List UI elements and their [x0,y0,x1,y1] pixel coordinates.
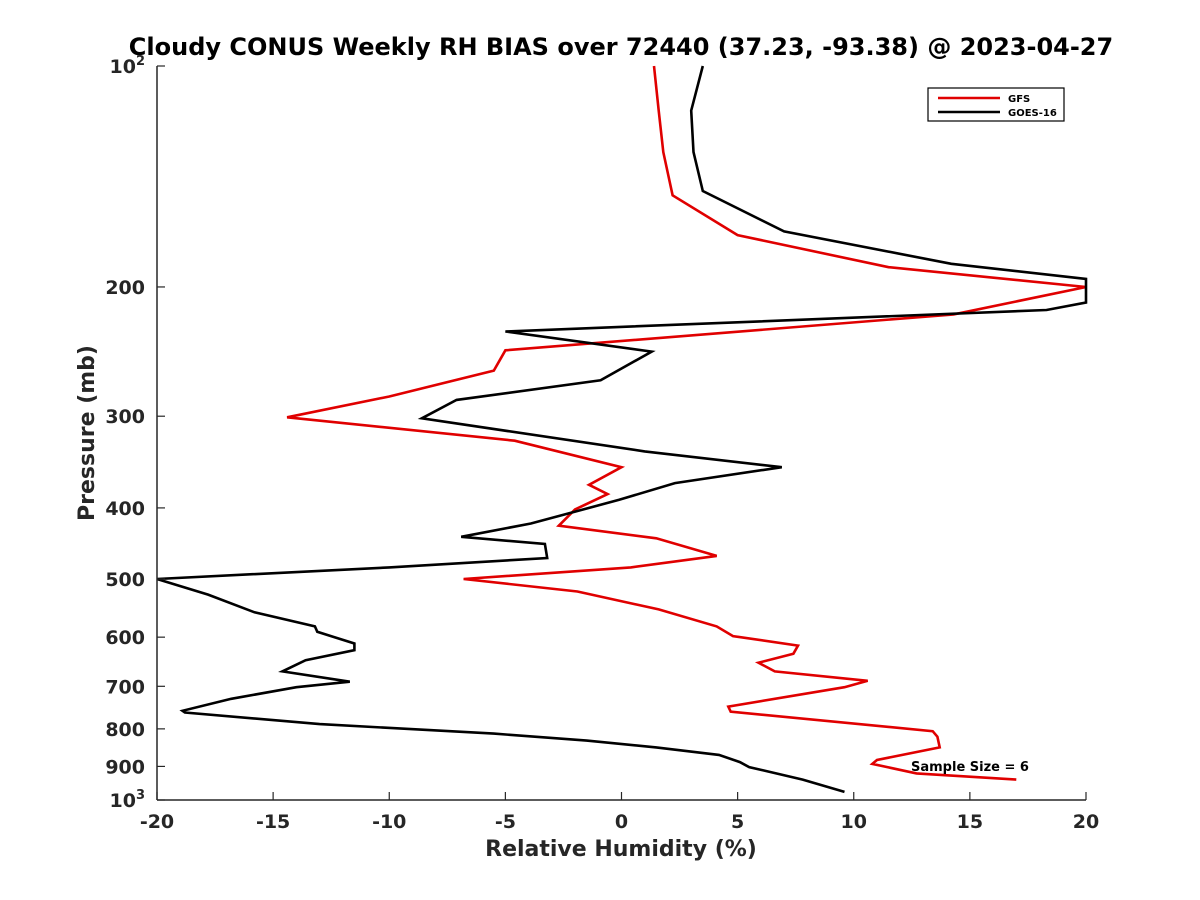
x-tick-label: 20 [1073,811,1099,833]
x-tick-label: -5 [495,811,516,833]
y-tick-label: 103 [110,788,146,812]
legend: GFS GOES-16 [927,87,1065,122]
y-tick-label: 800 [105,719,145,741]
legend-box [927,87,1065,122]
y-tick-label: 200 [105,277,145,299]
y-tick-label: 300 [105,406,145,428]
y-tick-label: 400 [105,498,145,520]
x-tick-label: 15 [957,811,983,833]
y-axis-label: Pressure (mb) [75,345,100,521]
y-tick-label: 500 [105,569,145,591]
y-ticks: 102 200 300 400 500 600 700 800 900 103 [105,54,165,812]
y-tick-label: 102 [110,54,146,78]
x-tick-label: 5 [731,811,744,833]
plot-background [157,66,1086,800]
legend-label: GOES-16 [1008,108,1057,119]
plot-area [157,66,1086,800]
x-tick-label: 0 [615,811,628,833]
y-tick-label: 600 [105,627,145,649]
x-ticks: -20 -15 -10 -5 0 5 10 15 20 [140,792,1099,833]
chart-title: Cloudy CONUS Weekly RH BIAS over 72440 (… [129,33,1113,61]
y-tick-label: 700 [105,676,145,698]
x-tick-label: -20 [140,811,174,833]
y-tick-label: 900 [105,756,145,778]
x-tick-label: -15 [256,811,290,833]
series-line-gfs [286,65,1087,781]
series-layer [156,65,1088,794]
x-axis-label: Relative Humidity (%) [485,837,757,862]
sample-size-annotation: Sample Size = 6 [911,760,1029,775]
x-tick-label: -10 [372,811,406,833]
series-line-goes-16 [156,65,1088,794]
legend-label: GFS [1008,94,1030,105]
x-tick-label: 10 [841,811,867,833]
